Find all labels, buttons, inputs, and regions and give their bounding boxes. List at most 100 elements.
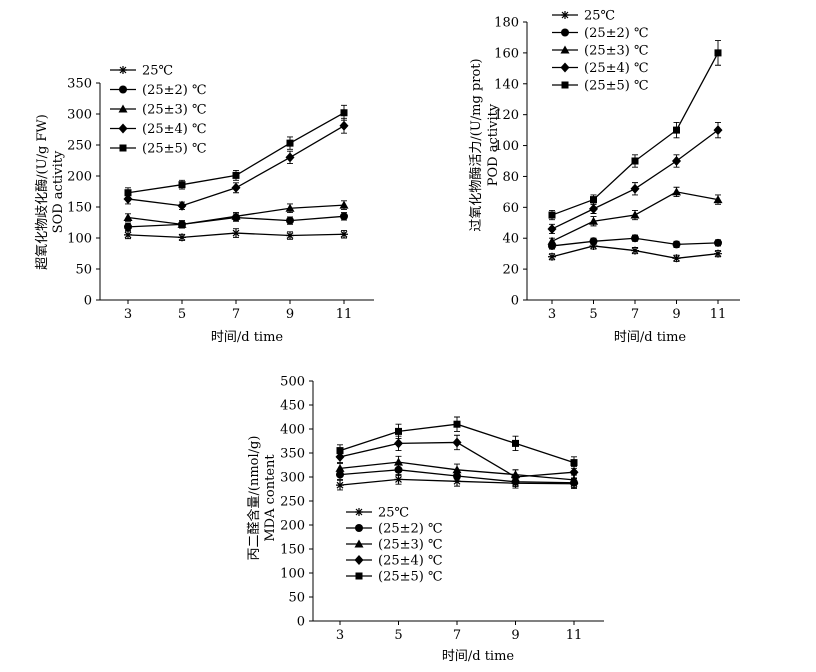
x-tick-label: 11 — [336, 307, 353, 322]
data-point — [672, 187, 681, 196]
legend-label: (25±2) ℃ — [584, 26, 649, 41]
data-point — [548, 211, 556, 219]
series-5 — [124, 104, 348, 199]
data-point — [394, 475, 403, 484]
legend-marker — [560, 45, 570, 54]
data-point — [453, 420, 461, 428]
series-1 — [548, 241, 722, 263]
legend-label: (25±2) ℃ — [378, 522, 443, 537]
x-tick-label: 7 — [453, 628, 461, 643]
y-tick-label: 350 — [280, 447, 305, 462]
legend-label: (25±5) ℃ — [142, 142, 207, 157]
chart-panel-2: 0 20 40 60 80 100 120 140 160 180 3 5 7 9 11 时间/d time 过… — [468, 9, 740, 345]
data-point — [336, 481, 344, 490]
x-tick-label: 7 — [631, 307, 639, 322]
y-tick-label: 60 — [502, 201, 519, 216]
legend-marker — [119, 85, 127, 94]
data-point — [231, 182, 241, 193]
data-point — [713, 195, 723, 204]
y-tick-label: 200 — [280, 519, 305, 534]
data-point — [285, 152, 295, 163]
y-tick-label: 140 — [494, 77, 519, 92]
y-tick-label: 160 — [494, 46, 519, 61]
y-tick-label: 40 — [502, 232, 519, 247]
x-axis-label: 时间/d time — [442, 649, 515, 664]
y-tick-label: 80 — [502, 170, 519, 185]
legend-marker — [561, 11, 569, 19]
x-tick-label: 9 — [286, 307, 294, 322]
y-axis-sublabel: POD activity — [486, 103, 501, 186]
series-1 — [124, 228, 348, 242]
data-point — [394, 457, 403, 466]
data-point — [177, 219, 187, 228]
data-point — [672, 240, 681, 249]
legend-marker — [560, 62, 570, 73]
legend-marker — [355, 508, 363, 516]
data-point — [339, 120, 349, 131]
data-point — [453, 477, 461, 486]
data-point — [589, 203, 598, 214]
data-point — [340, 109, 348, 117]
legend-label: (25±3) ℃ — [378, 538, 443, 553]
legend-label: (25±3) ℃ — [584, 44, 649, 59]
y-axis-label: 丙二醛含量/(nmol/g) — [246, 436, 262, 561]
chart-panel-1: 0 50 100 150 200 250 300 350 3 5 7 9 11 时间/d time 超氧化物… — [34, 64, 374, 345]
data-point — [547, 236, 557, 245]
legend-label: (25±2) ℃ — [142, 83, 207, 98]
y-tick-label: 150 — [280, 543, 305, 558]
data-point — [394, 438, 403, 449]
data-point — [285, 203, 295, 212]
series-5 — [548, 40, 722, 221]
data-point — [231, 211, 241, 220]
y-tick-label: 350 — [67, 77, 92, 92]
legend-marker — [355, 524, 363, 532]
y-tick-label: 180 — [494, 16, 519, 31]
series-3 — [123, 200, 349, 229]
data-point — [590, 196, 597, 204]
legend-entry: (25±3) ℃ — [552, 44, 649, 59]
legend-entry: (25±4) ℃ — [346, 554, 443, 569]
y-tick-label: 400 — [280, 423, 305, 438]
y-tick-label: 0 — [84, 294, 92, 309]
data-point — [177, 200, 187, 211]
legend-marker — [118, 104, 128, 113]
x-tick-label: 5 — [178, 307, 186, 322]
series-5 — [336, 416, 578, 469]
data-point — [548, 252, 556, 261]
data-point — [336, 447, 344, 455]
data-point — [589, 216, 598, 225]
data-point — [335, 463, 345, 472]
legend-entry: (25±2) ℃ — [110, 83, 207, 98]
data-point — [124, 222, 132, 231]
data-point — [714, 49, 722, 57]
data-point — [340, 212, 348, 221]
data-point — [631, 157, 639, 165]
series-line — [127, 125, 345, 207]
y-tick-label: 200 — [67, 170, 92, 185]
data-point — [124, 230, 132, 239]
data-point — [631, 246, 639, 255]
y-tick-label: 0 — [297, 615, 305, 630]
data-point — [453, 472, 461, 481]
data-point — [124, 189, 132, 197]
data-point — [630, 210, 640, 219]
data-point — [178, 233, 186, 242]
y-tick-label: 50 — [75, 263, 92, 278]
legend-entry: 25℃ — [110, 64, 173, 79]
series-4 — [335, 434, 579, 485]
data-point — [286, 231, 294, 240]
data-point — [714, 238, 722, 247]
series-4 — [123, 117, 349, 211]
data-point — [631, 234, 639, 243]
legend-label: (25±3) ℃ — [142, 103, 207, 118]
y-tick-label: 250 — [67, 139, 92, 154]
legend-label: 25℃ — [584, 9, 615, 24]
data-point — [232, 229, 240, 238]
x-tick-label: 11 — [710, 307, 727, 322]
series-3 — [547, 186, 723, 245]
x-tick-label: 3 — [124, 307, 132, 322]
y-tick-label: 500 — [280, 375, 305, 390]
legend-marker — [354, 555, 364, 565]
data-point — [339, 200, 349, 209]
